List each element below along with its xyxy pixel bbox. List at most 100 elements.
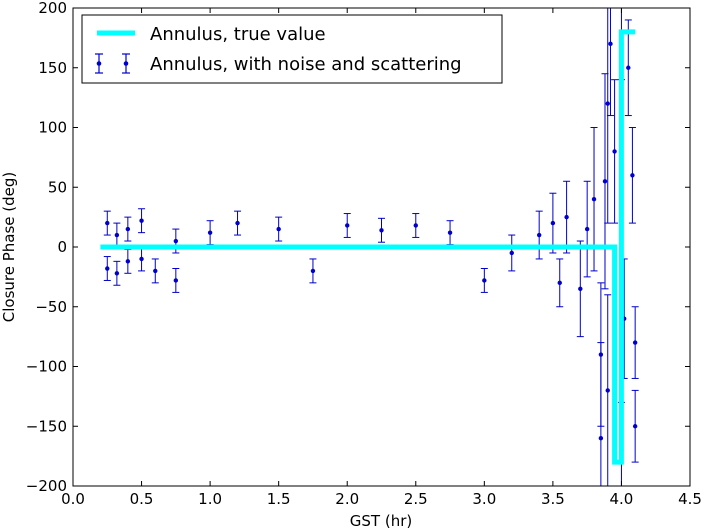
legend-label-noisy: Annulus, with noise and scattering	[150, 54, 462, 75]
data-marker	[447, 230, 453, 235]
data-point	[103, 210, 111, 236]
data-marker	[153, 268, 158, 274]
data-marker	[276, 226, 281, 232]
data-marker	[235, 220, 240, 226]
x-tick-label: 1.0	[198, 490, 222, 508]
data-point	[103, 256, 111, 281]
data-marker	[207, 230, 213, 235]
data-marker	[105, 220, 110, 226]
data-point	[138, 208, 146, 234]
data-marker	[114, 271, 120, 276]
data-marker	[379, 228, 384, 233]
data-marker	[125, 226, 131, 232]
x-tick-label: 4.0	[610, 490, 634, 508]
data-marker	[630, 173, 635, 178]
data-point	[508, 234, 516, 272]
data-point	[412, 213, 420, 238]
data-marker	[413, 223, 418, 228]
data-point	[124, 248, 132, 274]
data-marker	[509, 250, 514, 256]
x-tick-label: 2.5	[404, 490, 428, 508]
data-point	[124, 216, 132, 242]
data-marker	[602, 179, 608, 184]
data-point	[234, 210, 242, 236]
data-point	[151, 258, 159, 284]
axis-layer: 0.0 0.5 1.0 1.5 2.0 2.5 3.0 3.5 4.0 4.5 −200 −150 −1…	[26, 0, 702, 508]
data-marker	[578, 286, 583, 292]
y-tick-label: 0	[57, 238, 67, 256]
data-marker	[557, 280, 562, 286]
data-marker	[584, 226, 590, 232]
data-marker	[564, 214, 569, 220]
series-layer	[100, 8, 639, 486]
data-point	[556, 258, 564, 308]
y-tick-label: 50	[48, 178, 67, 196]
data-marker	[612, 149, 617, 154]
legend: Annulus, true value Annulus, with noise …	[81, 14, 503, 84]
data-point	[563, 180, 571, 254]
noisy-series	[103, 8, 639, 486]
x-tick-label: 3.5	[541, 490, 565, 508]
data-point	[343, 213, 351, 238]
data-point	[624, 19, 632, 117]
x-axis-label: GST (hr)	[350, 512, 412, 530]
data-point	[611, 79, 619, 224]
data-marker	[632, 340, 638, 345]
x-tick-label: 0.0	[61, 490, 85, 508]
y-tick-label: −100	[26, 358, 67, 376]
data-marker	[105, 266, 110, 271]
data-point	[583, 180, 591, 278]
data-marker	[125, 259, 131, 264]
y-tick-label: 200	[38, 0, 67, 17]
data-marker	[536, 232, 542, 238]
x-tick-label: 1.5	[267, 490, 291, 508]
y-tick-label: 100	[38, 119, 67, 137]
data-point	[631, 306, 639, 379]
data-marker	[482, 278, 487, 283]
data-point	[275, 216, 283, 242]
data-point	[535, 210, 543, 260]
data-marker	[139, 256, 144, 262]
x-tick-label: 3.0	[472, 490, 496, 508]
data-point	[378, 217, 385, 243]
data-point	[549, 192, 557, 254]
data-marker	[598, 436, 604, 441]
data-point	[604, 294, 612, 486]
y-tick-label: −50	[35, 298, 67, 316]
data-marker	[605, 388, 610, 393]
y-tick-label: −150	[26, 417, 67, 435]
data-marker	[139, 218, 144, 223]
data-marker	[605, 101, 610, 106]
y-tick-label: −200	[26, 477, 67, 495]
y-tick-label: 150	[38, 59, 67, 77]
data-point	[576, 240, 584, 338]
data-point	[606, 8, 614, 117]
data-marker	[626, 65, 631, 70]
x-tick-label: 0.5	[130, 490, 154, 508]
data-marker	[591, 197, 597, 202]
data-point	[113, 260, 121, 286]
data-point	[628, 127, 636, 224]
data-marker	[608, 41, 613, 47]
data-marker	[173, 278, 179, 283]
data-point	[631, 389, 639, 463]
data-marker	[632, 424, 638, 429]
y-axis-label: Closure Phase (deg)	[0, 172, 18, 323]
data-marker	[173, 238, 179, 244]
data-marker	[114, 232, 120, 238]
data-point	[597, 342, 605, 486]
data-point	[309, 258, 317, 284]
x-tick-label: 4.5	[678, 490, 702, 508]
data-marker	[310, 268, 316, 274]
true-value-line	[100, 29, 636, 465]
x-tick-label: 2.0	[335, 490, 359, 508]
legend-marker-noisy	[95, 53, 130, 74]
data-point	[172, 268, 180, 293]
data-point	[480, 268, 488, 293]
legend-box	[81, 14, 503, 84]
data-marker	[550, 220, 556, 226]
data-marker	[345, 223, 350, 228]
legend-label-true-value: Annulus, true value	[150, 24, 326, 45]
